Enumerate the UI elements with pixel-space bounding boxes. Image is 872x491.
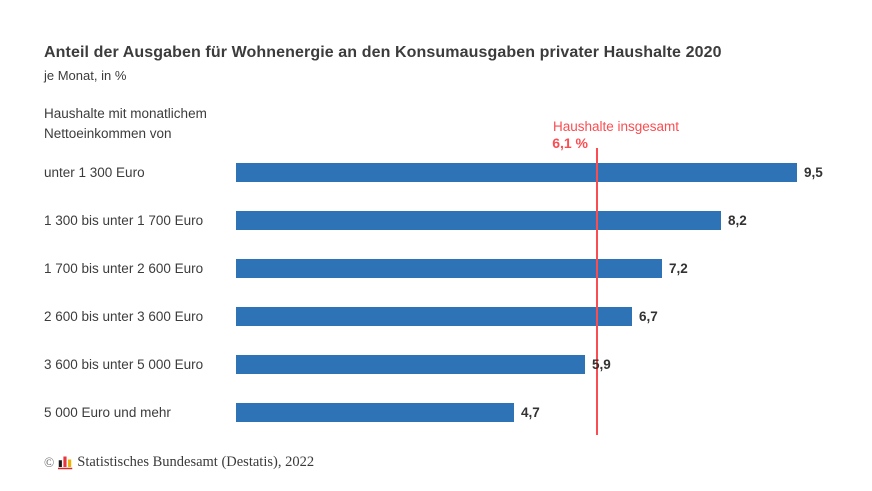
bar-row: 5 000 Euro und mehr 4,7: [44, 388, 868, 436]
category-label: 5 000 Euro und mehr: [44, 404, 171, 420]
bar: [236, 162, 797, 182]
bar-area: 6,7: [236, 306, 868, 326]
bar-row: 1 300 bis unter 1 700 Euro 8,2: [44, 196, 868, 244]
bar: [236, 258, 662, 278]
bar-row: unter 1 300 Euro 9,5: [44, 148, 868, 196]
category-label: 2 600 bis unter 3 600 Euro: [44, 308, 204, 324]
bar-row: 2 600 bis unter 3 600 Euro 6,7: [44, 292, 868, 340]
category-axis-header: Haushalte mit monatlichem Nettoeinkommen…: [44, 104, 207, 143]
reference-line-value: 6,1 %: [552, 135, 588, 151]
footer-text: Statistisches Bundesamt (Destatis), 2022: [77, 454, 315, 470]
bar-row: 1 700 bis unter 2 600 Euro 7,2: [44, 244, 868, 292]
category-axis-header-line2: Nettoeinkommen von: [44, 125, 172, 141]
reference-line-label: Haushalte insgesamt: [552, 119, 680, 134]
bar: [236, 402, 514, 422]
bar-area: 8,2: [236, 210, 868, 230]
value-label: 8,2: [728, 212, 747, 228]
category-label: 1 300 bis unter 1 700 Euro: [44, 212, 204, 228]
chart-subtitle: je Monat, in %: [44, 68, 127, 83]
category-axis-header-line1: Haushalte mit monatlichem: [44, 106, 207, 121]
bar-area: 4,7: [236, 402, 868, 422]
category-label: 1 700 bis unter 2 600 Euro: [44, 260, 204, 276]
category-label: 3 600 bis unter 5 000 Euro: [44, 356, 204, 372]
value-label: 4,7: [521, 404, 540, 420]
value-label: 7,2: [669, 260, 688, 276]
destatis-logo-icon: [58, 456, 73, 470]
bar-area: 7,2: [236, 258, 868, 278]
chart-title: Anteil der Ausgaben für Wohnenergie an d…: [44, 44, 722, 61]
value-label: 6,7: [639, 308, 658, 324]
bar: [236, 210, 721, 230]
copyright-symbol: ©: [44, 454, 55, 470]
bar-rows: unter 1 300 Euro 9,5 1 300 bis unter 1 7…: [44, 148, 868, 436]
value-label: 5,9: [592, 356, 611, 372]
bar-area: 9,5: [236, 162, 868, 182]
bar: [236, 306, 632, 326]
bar-row: 3 600 bis unter 5 000 Euro 5,9: [44, 340, 868, 388]
footer: © Statistisches Bundesamt (Destatis), 20…: [44, 454, 314, 471]
reference-line: [596, 148, 598, 435]
bar: [236, 354, 585, 374]
value-label: 9,5: [804, 164, 823, 180]
bar-area: 5,9: [236, 354, 868, 374]
category-label: unter 1 300 Euro: [44, 164, 145, 180]
